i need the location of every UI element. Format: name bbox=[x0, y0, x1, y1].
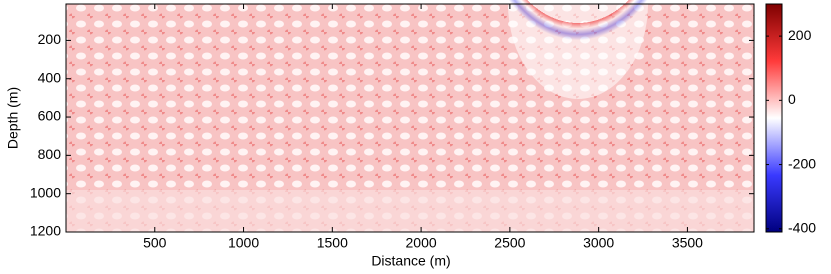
y-tick-label: 600 bbox=[38, 108, 62, 124]
y-tick-label: 1200 bbox=[30, 223, 61, 239]
colorbar-tick-label: -400 bbox=[788, 219, 816, 235]
x-tick-label: 2500 bbox=[494, 235, 525, 251]
x-tick-label: 500 bbox=[143, 235, 167, 251]
plot-area bbox=[65, 0, 755, 233]
y-tick-label: 800 bbox=[38, 146, 62, 162]
colorbar-tick-label: -200 bbox=[788, 155, 816, 171]
x-tick-label: 1000 bbox=[228, 235, 259, 251]
x-tick-label: 3500 bbox=[672, 235, 703, 251]
plot-frame bbox=[65, 3, 755, 233]
field-texture bbox=[66, 190, 754, 232]
colorbar bbox=[765, 3, 783, 233]
y-tick-label: 400 bbox=[38, 69, 62, 85]
colorbar-tick-label: 0 bbox=[788, 91, 796, 107]
x-axis-label: Distance (m) bbox=[371, 253, 450, 269]
colorbar-tick-label: 200 bbox=[788, 27, 812, 43]
x-tick-label: 1500 bbox=[317, 235, 348, 251]
y-axis-label: Depth (m) bbox=[5, 87, 21, 149]
y-tick-label: 200 bbox=[38, 31, 62, 47]
y-tick-label: 1000 bbox=[30, 184, 61, 200]
field-texture bbox=[508, 0, 648, 99]
x-tick-label: 3000 bbox=[583, 235, 614, 251]
x-tick-label: 2000 bbox=[406, 235, 437, 251]
